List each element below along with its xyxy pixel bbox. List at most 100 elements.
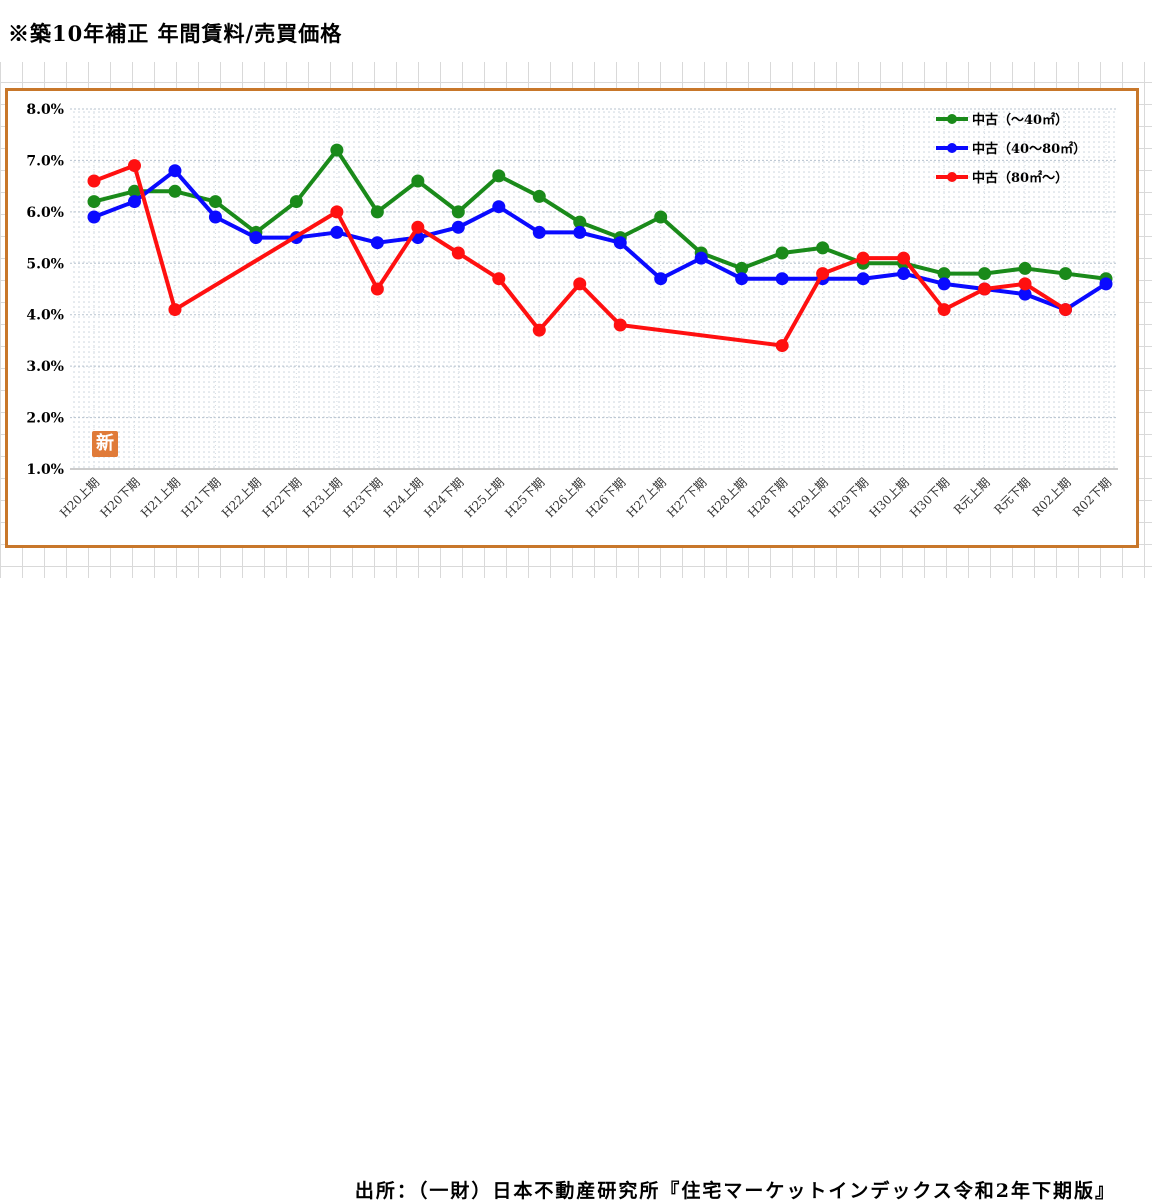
x-tick-label: H28上期 bbox=[705, 475, 750, 520]
x-tick-label: H30下期 bbox=[907, 475, 952, 520]
x-tick-label: H26下期 bbox=[583, 475, 628, 520]
x-tick-label: H20下期 bbox=[98, 475, 143, 520]
data-point bbox=[492, 200, 506, 214]
data-point bbox=[654, 272, 668, 286]
x-tick-label: H22下期 bbox=[259, 475, 304, 520]
data-point bbox=[492, 272, 506, 286]
data-point bbox=[613, 318, 627, 332]
data-point bbox=[208, 195, 222, 209]
data-point bbox=[775, 246, 789, 260]
x-tick-label: H25下期 bbox=[502, 475, 547, 520]
data-point bbox=[411, 174, 425, 188]
data-point bbox=[370, 205, 384, 219]
data-point bbox=[451, 205, 465, 219]
data-point bbox=[411, 220, 425, 234]
plot-area bbox=[70, 109, 1118, 469]
source-note: 出所：（一財）日本不動産研究所『住宅マーケットインデックス令和2年下期版』 bbox=[354, 1180, 1116, 1202]
legend-label: 中古（～40㎡） bbox=[972, 112, 1068, 128]
data-point bbox=[208, 210, 222, 224]
data-point bbox=[897, 251, 911, 265]
data-point bbox=[532, 189, 546, 203]
x-tick-label: R元上期 bbox=[951, 475, 993, 517]
x-tick-label: H27上期 bbox=[624, 475, 669, 520]
data-point bbox=[87, 195, 101, 209]
y-tick-label: 7.0% bbox=[26, 153, 64, 169]
data-point bbox=[532, 323, 546, 337]
data-point bbox=[127, 159, 141, 173]
x-tick-label: H30上期 bbox=[867, 475, 912, 520]
data-point bbox=[370, 236, 384, 250]
x-tick-label: H28下期 bbox=[745, 475, 790, 520]
data-point bbox=[330, 205, 344, 219]
data-point bbox=[1018, 277, 1032, 291]
x-tick-label: H29上期 bbox=[786, 475, 831, 520]
data-point bbox=[1099, 277, 1113, 291]
data-point bbox=[168, 303, 182, 317]
data-point bbox=[573, 225, 587, 239]
y-tick-label: 4.0% bbox=[26, 308, 64, 324]
x-tick-label: R02下期 bbox=[1070, 475, 1114, 519]
data-point bbox=[87, 210, 101, 224]
legend-swatch-marker bbox=[947, 143, 957, 153]
title-band: ※築10年補正 年間賃料/売買価格 bbox=[0, 0, 1152, 62]
x-tick-label: H26上期 bbox=[543, 475, 588, 520]
data-point bbox=[249, 231, 263, 245]
data-point bbox=[370, 282, 384, 296]
chart-frame[interactable]: 1.0% 2.0% 3.0% 4.0% 5.0% 6.0% 7.0% 8.0% H20上期 H20… bbox=[5, 88, 1139, 548]
data-point bbox=[573, 277, 587, 291]
x-tick-label: H22上期 bbox=[219, 475, 264, 520]
data-point bbox=[1059, 303, 1073, 317]
data-point bbox=[694, 251, 708, 265]
data-point bbox=[168, 164, 182, 178]
y-tick-label: 3.0% bbox=[26, 359, 64, 375]
data-point bbox=[451, 220, 465, 234]
data-point bbox=[492, 169, 506, 183]
new-badge: 新 bbox=[92, 431, 118, 457]
data-point bbox=[87, 174, 101, 188]
x-tick-label: H25上期 bbox=[462, 475, 507, 520]
x-tick-label: H24下期 bbox=[421, 475, 466, 520]
data-point bbox=[289, 195, 303, 209]
data-point bbox=[937, 267, 951, 281]
legend-label: 中古（80㎡～） bbox=[972, 170, 1068, 186]
data-point bbox=[978, 267, 992, 281]
data-point bbox=[735, 272, 749, 286]
source-band: 出所：（一財）日本不動産研究所『住宅マーケットインデックス令和2年下期版』 bbox=[0, 578, 1152, 1202]
data-point bbox=[573, 215, 587, 229]
legend-swatch-marker bbox=[947, 114, 957, 124]
x-tick-label: H27下期 bbox=[664, 475, 709, 520]
data-point bbox=[654, 210, 668, 224]
data-point bbox=[330, 143, 344, 157]
data-point bbox=[1059, 267, 1073, 281]
data-point bbox=[127, 184, 141, 198]
y-tick-label: 2.0% bbox=[26, 411, 64, 427]
data-point bbox=[168, 184, 182, 198]
data-point bbox=[1018, 261, 1032, 275]
y-tick-label: 5.0% bbox=[26, 256, 64, 272]
x-tick-label: R02上期 bbox=[1030, 475, 1074, 519]
x-tick-label: H21下期 bbox=[178, 475, 223, 520]
legend-label: 中古（40～80㎡） bbox=[972, 141, 1086, 157]
x-tick-label: H23上期 bbox=[300, 475, 345, 520]
data-point bbox=[856, 251, 870, 265]
page-title: ※築10年補正 年間賃料/売買価格 bbox=[8, 21, 343, 46]
data-point bbox=[735, 261, 749, 275]
x-tick-label: H20上期 bbox=[57, 475, 102, 520]
data-point bbox=[816, 267, 830, 281]
line-chart: 1.0% 2.0% 3.0% 4.0% 5.0% 6.0% 7.0% 8.0% H20上期H20… bbox=[26, 102, 1118, 520]
x-tick-label: H24上期 bbox=[381, 475, 426, 520]
data-point bbox=[532, 225, 546, 239]
y-tick-label: 8.0% bbox=[26, 102, 64, 118]
data-point bbox=[775, 272, 789, 286]
data-point bbox=[816, 241, 830, 255]
data-point bbox=[978, 282, 992, 296]
data-point bbox=[330, 225, 344, 239]
x-tick-label: H29下期 bbox=[826, 475, 871, 520]
legend-swatch-marker bbox=[947, 172, 957, 182]
data-point bbox=[127, 195, 141, 209]
data-point bbox=[856, 272, 870, 286]
data-point bbox=[897, 267, 911, 281]
y-tick-label: 1.0% bbox=[26, 462, 64, 478]
data-point bbox=[613, 236, 627, 250]
y-tick-label: 6.0% bbox=[26, 205, 64, 221]
